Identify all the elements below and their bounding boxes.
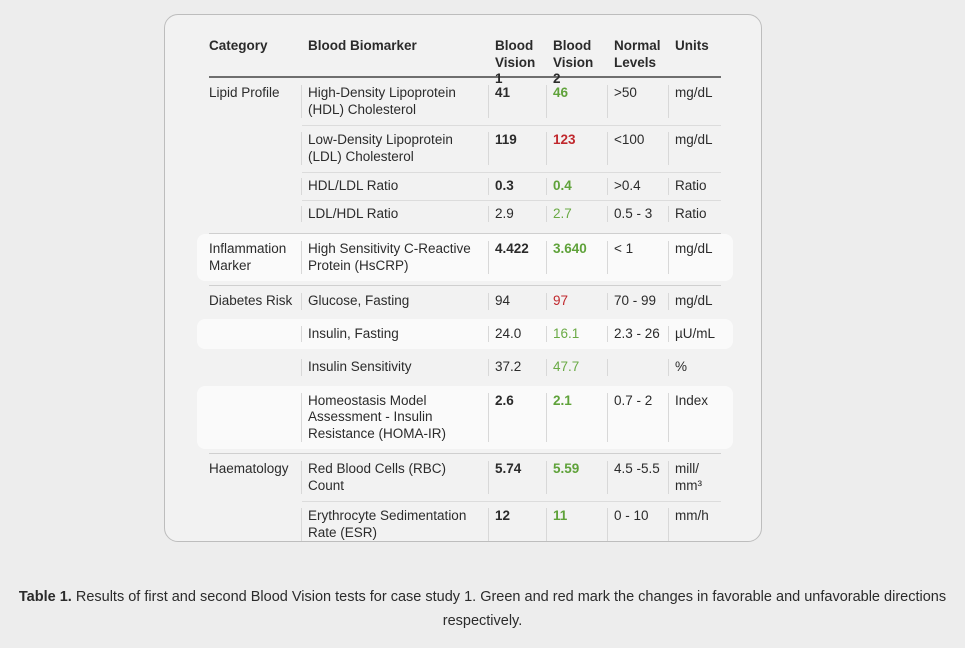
table-row: Diabetes Risk Glucose, Fasting 94 97 70 … — [209, 285, 721, 316]
row-normal-level — [608, 359, 669, 376]
table-row: Insulin Sensitivity 37.2 47.7 % — [209, 352, 721, 383]
table-caption: Table 1. Results of first and second Blo… — [0, 585, 965, 633]
row-category — [209, 205, 302, 222]
header-category: Category — [209, 38, 268, 53]
row-units: µU/mL — [675, 325, 716, 341]
row-bv2-value: 5.59 — [547, 461, 608, 494]
row-category: Lipid Profile — [209, 85, 302, 118]
header-blood-vision-1: Blood Vision 1 — [495, 38, 536, 86]
row-normal-level: 2.3 - 26 — [608, 325, 669, 342]
table-row: Homeostasis Model Assessment - Insulin R… — [197, 385, 733, 450]
table-row: LDL/HDL Ratio 2.9 2.7 0.5 - 3 Ratio — [209, 199, 721, 228]
row-bv1-value: 4.422 — [489, 241, 547, 274]
row-units: % — [675, 359, 688, 374]
row-biomarker: Glucose, Fasting — [302, 293, 489, 310]
row-biomarker: Erythrocyte Sedimentation Rate (ESR) — [302, 508, 489, 541]
table-row: HDL/LDL Ratio 0.3 0.4 >0.4 Ratio — [209, 172, 721, 200]
row-bv1-value: 0.3 — [489, 178, 547, 195]
header-blood-vision-2: Blood Vision 2 — [553, 38, 594, 86]
row-normal-level: >0.4 — [608, 178, 669, 195]
table-row: Inflammation Marker High Sensitivity C-R… — [197, 233, 733, 281]
row-units: mg/dL — [675, 293, 713, 308]
row-units: Ratio — [675, 205, 707, 221]
row-category — [209, 359, 302, 376]
row-normal-level: 0.7 - 2 — [608, 392, 669, 442]
row-bv1-value: 41 — [489, 85, 547, 118]
row-bv2-value: 123 — [547, 132, 608, 165]
row-category — [209, 392, 302, 442]
header-normal-levels: Normal Levels — [614, 38, 661, 70]
table-row: Lipid Profile High-Density Lipoprotein (… — [209, 78, 721, 125]
row-units: mill/ mm³ — [675, 461, 702, 493]
row-bv2-value: 0.4 — [547, 178, 608, 195]
row-normal-level: <100 — [608, 132, 669, 165]
header-biomarker: Blood Biomarker — [308, 38, 417, 53]
header-divider — [209, 76, 721, 78]
row-bv2-value: 11 — [547, 508, 608, 541]
row-bv2-value: 2.1 — [547, 392, 608, 442]
table-row: Erythrocyte Sedimentation Rate (ESR) 12 … — [209, 501, 721, 548]
row-bv2-value: 3.640 — [547, 241, 608, 274]
row-category: Haematology — [209, 461, 302, 494]
row-bv1-value: 24.0 — [489, 325, 547, 342]
row-bv2-value: 2.7 — [547, 205, 608, 222]
row-bv1-value: 2.6 — [489, 392, 547, 442]
row-biomarker: HDL/LDL Ratio — [302, 178, 489, 195]
row-units: Index — [675, 392, 709, 408]
row-biomarker: Red Blood Cells (RBC) Count — [302, 461, 489, 494]
row-category: Inflammation Marker — [209, 241, 302, 274]
row-category — [209, 132, 302, 165]
row-units: Ratio — [675, 178, 707, 193]
table-header-row: Category Blood Biomarker Blood Vision 1 … — [209, 37, 721, 86]
row-normal-level: 70 - 99 — [608, 293, 669, 310]
biomarker-table: Category Blood Biomarker Blood Vision 1 … — [197, 37, 733, 548]
row-normal-level: 0 - 10 — [608, 508, 669, 541]
row-biomarker: Insulin Sensitivity — [302, 359, 489, 376]
row-bv2-value: 97 — [547, 293, 608, 310]
row-bv1-value: 37.2 — [489, 359, 547, 376]
row-normal-level: < 1 — [608, 241, 669, 274]
row-units: mg/dL — [675, 132, 713, 147]
row-biomarker: LDL/HDL Ratio — [302, 205, 489, 222]
row-bv1-value: 119 — [489, 132, 547, 165]
row-biomarker: Insulin, Fasting — [302, 325, 489, 342]
row-category — [209, 325, 302, 342]
table-row: Low-Density Lipoprotein (LDL) Cholestero… — [209, 125, 721, 172]
row-normal-level: 0.5 - 3 — [608, 205, 669, 222]
row-normal-level: 4.5 -5.5 — [608, 461, 669, 494]
row-biomarker: High Sensitivity C-Reactive Protein (HsC… — [302, 241, 489, 274]
table-card: Category Blood Biomarker Blood Vision 1 … — [164, 14, 762, 542]
row-units: mg/dL — [675, 241, 713, 256]
row-bv1-value: 5.74 — [489, 461, 547, 494]
row-bv1-value: 12 — [489, 508, 547, 541]
row-bv1-value: 2.9 — [489, 205, 547, 222]
row-biomarker: Homeostasis Model Assessment - Insulin R… — [302, 392, 489, 442]
caption-label: Table 1. — [18, 589, 72, 605]
table-row: Haematology Red Blood Cells (RBC) Count … — [209, 453, 721, 501]
row-units: mm/h — [675, 508, 709, 523]
header-units: Units — [675, 38, 709, 53]
row-normal-level: >50 — [608, 85, 669, 118]
row-biomarker: Low-Density Lipoprotein (LDL) Cholestero… — [302, 132, 489, 165]
row-category: Diabetes Risk — [209, 293, 302, 310]
row-category — [209, 178, 302, 195]
row-bv1-value: 94 — [489, 293, 547, 310]
row-bv2-value: 46 — [547, 85, 608, 118]
row-bv2-value: 16.1 — [547, 325, 608, 342]
row-bv2-value: 47.7 — [547, 359, 608, 376]
row-category — [209, 508, 302, 541]
table-row: Insulin, Fasting 24.0 16.1 2.3 - 26 µU/m… — [197, 318, 733, 350]
row-biomarker: High-Density Lipoprotein (HDL) Cholester… — [302, 85, 489, 118]
caption-text: Results of first and second Blood Vision… — [75, 589, 947, 629]
row-units: mg/dL — [675, 85, 713, 100]
